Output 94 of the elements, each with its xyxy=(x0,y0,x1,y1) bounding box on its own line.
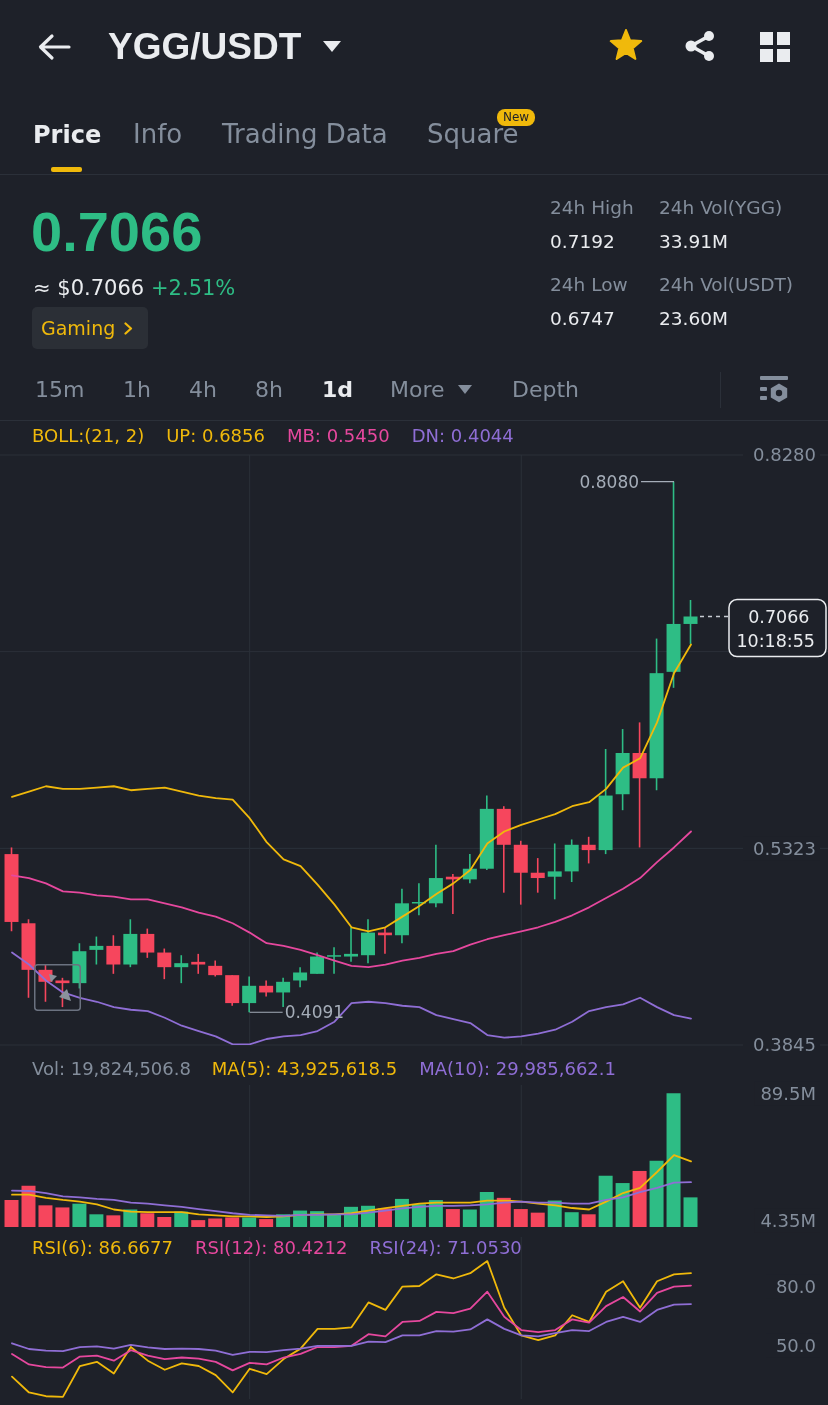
y-tick-label: 0.3845 xyxy=(753,1034,816,1056)
bar xyxy=(564,1212,579,1227)
bar xyxy=(208,1218,223,1227)
bar xyxy=(21,1185,36,1227)
text: Depth xyxy=(512,376,580,404)
line-series xyxy=(11,1260,692,1398)
text: 0.6747 xyxy=(550,307,615,331)
text: DN: 0.4044 xyxy=(411,425,514,446)
bar xyxy=(259,1219,274,1227)
text: MB: 0.5450 xyxy=(286,425,390,446)
bar xyxy=(327,1214,342,1227)
y-tick-label: 0.5323 xyxy=(753,837,816,859)
text: 24h High xyxy=(550,196,634,220)
text: More xyxy=(390,376,445,404)
text: RSI(6): 86.6677 xyxy=(32,1237,173,1258)
candlestick xyxy=(157,947,172,980)
line-series xyxy=(11,951,692,1045)
bar xyxy=(38,1205,53,1227)
text: 0.7066 10:18:55 xyxy=(736,606,815,651)
candlestick xyxy=(140,927,155,959)
candlestick xyxy=(89,935,104,966)
y-tick-label: 4.35M xyxy=(760,1209,816,1231)
bar xyxy=(666,1093,681,1227)
bar xyxy=(140,1213,155,1227)
text: YGG/USDT xyxy=(108,24,302,69)
bar xyxy=(445,1209,460,1227)
bar xyxy=(598,1175,613,1227)
text: UP: 0.6856 xyxy=(166,425,265,446)
candlestick xyxy=(242,975,257,1014)
bar xyxy=(683,1197,698,1227)
text: 0.7066 xyxy=(31,199,203,266)
candlestick xyxy=(360,918,375,964)
annotation: 0.4091 xyxy=(284,1002,345,1023)
line-series xyxy=(11,1284,692,1372)
line-series xyxy=(11,1181,692,1217)
candlestick xyxy=(310,951,325,975)
candlestick xyxy=(106,934,121,975)
candlestick xyxy=(530,857,545,894)
text: MA(5): 43,925,618.5 xyxy=(211,1058,398,1079)
legend-title: Vol: 19,824,506.8 xyxy=(32,1058,191,1079)
text: RSI(12): 80.4212 xyxy=(194,1237,348,1258)
text: 15m xyxy=(35,376,85,404)
text: ≈ $0.7066 xyxy=(33,276,145,302)
candlestick xyxy=(327,946,342,975)
bar xyxy=(632,1170,647,1227)
bar xyxy=(4,1200,19,1227)
bar xyxy=(191,1220,206,1227)
bar xyxy=(157,1216,172,1227)
text: 4h xyxy=(189,376,217,404)
text: 23.60M xyxy=(659,307,728,331)
bar xyxy=(89,1214,104,1227)
candlestick xyxy=(683,599,698,645)
bar xyxy=(513,1209,528,1227)
text: Trading Data xyxy=(222,119,388,151)
text: 24h Low xyxy=(550,273,628,297)
text: Price xyxy=(33,120,102,150)
bar xyxy=(479,1192,494,1227)
text: MA(10): 29,985,662.1 xyxy=(419,1058,616,1079)
new-badge: New xyxy=(497,109,536,126)
text: 0.7192 xyxy=(550,230,615,254)
y-tick-label: 50.0 xyxy=(775,1334,816,1356)
candlestick xyxy=(174,954,189,984)
line-series xyxy=(11,1303,692,1356)
bar xyxy=(55,1207,70,1227)
text: 1h xyxy=(123,376,151,404)
annotation: 0.8080 xyxy=(579,471,640,492)
candlestick xyxy=(191,953,206,975)
candlestick xyxy=(293,966,308,988)
text: Info xyxy=(133,119,183,151)
text: 1d xyxy=(322,376,354,404)
bar xyxy=(106,1215,121,1227)
candlestick xyxy=(547,842,562,901)
bar xyxy=(72,1203,87,1227)
text: RSI(24): 71.0530 xyxy=(369,1237,522,1258)
line-series xyxy=(11,1154,692,1218)
y-tick-label: 80.0 xyxy=(775,1275,816,1297)
candlestick xyxy=(581,836,596,865)
text: +2.51% xyxy=(151,276,236,302)
bar xyxy=(649,1160,664,1227)
text: 33.91M xyxy=(659,230,728,254)
bar xyxy=(530,1212,545,1227)
bar xyxy=(615,1183,630,1227)
text: 24h Vol(USDT) xyxy=(659,273,794,297)
text: Gaming xyxy=(41,316,116,340)
text: 24h Vol(YGG) xyxy=(659,196,783,220)
bar xyxy=(581,1214,596,1227)
y-tick-label: 0.8280 xyxy=(753,444,816,466)
bar xyxy=(225,1217,240,1227)
candlestick xyxy=(344,926,359,963)
y-tick-label: 89.5M xyxy=(760,1082,816,1104)
bar xyxy=(242,1217,257,1227)
bar xyxy=(462,1209,477,1227)
legend-title: BOLL:(21, 2) xyxy=(32,425,145,446)
text: 8h xyxy=(255,376,283,404)
